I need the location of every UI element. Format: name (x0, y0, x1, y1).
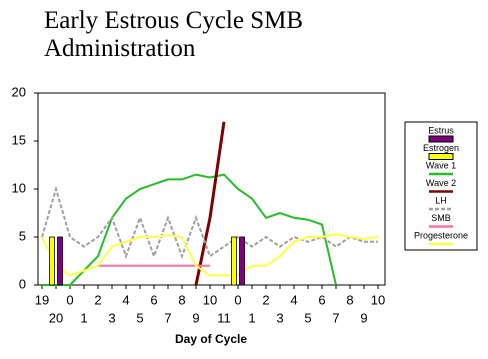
x-tick-label: 3 (108, 310, 115, 325)
x-tick-label: 0 (234, 292, 241, 307)
x-tick-label: 8 (178, 292, 185, 307)
x-tick-label: 5 (136, 310, 143, 325)
x-tick-label: 8 (346, 292, 353, 307)
x-tick-label: 5 (304, 310, 311, 325)
x-tick-label: 10 (203, 292, 217, 307)
bar (49, 236, 55, 286)
x-tick-label: 11 (217, 310, 231, 325)
series-line (41, 185, 378, 260)
legend-label: SMB (431, 213, 451, 223)
x-tick-label: 0 (66, 292, 73, 307)
series-line (194, 121, 226, 286)
y-tick-label: 10 (12, 180, 26, 195)
legend-swatch (428, 135, 454, 143)
x-tick-label: 6 (318, 292, 325, 307)
x-tick-label: 20 (49, 310, 63, 325)
x-tick-label: 7 (332, 310, 339, 325)
x-axis-label: Day of Cycle (175, 332, 247, 346)
x-tick-label: 1 (80, 310, 87, 325)
legend-box (404, 121, 478, 251)
x-tick-label: 3 (276, 310, 283, 325)
x-tick-label: 9 (360, 310, 367, 325)
x-tick-label: 7 (164, 310, 171, 325)
x-tick-label: 10 (371, 292, 385, 307)
legend-label: Estrus (428, 125, 454, 135)
legend-label: Progesterone (414, 230, 468, 240)
x-tick-label: 2 (262, 292, 269, 307)
x-tick-label: 19 (35, 292, 49, 307)
bar (57, 236, 63, 286)
chart-title: Early Estrous Cycle SMB Administration (44, 7, 303, 62)
legend-label: LH (435, 195, 447, 205)
y-tick-label: 15 (12, 132, 26, 147)
legend-swatch (428, 153, 454, 160)
legend-label: Wave 1 (426, 160, 456, 170)
x-tick-label: 9 (192, 310, 199, 325)
x-tick-label: 4 (290, 292, 297, 307)
legend-label: Wave 2 (426, 178, 456, 188)
y-tick-label: 0 (19, 276, 26, 291)
y-tick-label: 20 (12, 84, 26, 99)
bar (231, 236, 237, 286)
x-tick-label: 2 (94, 292, 101, 307)
x-tick-label: 6 (150, 292, 157, 307)
x-tick-label: 1 (248, 310, 255, 325)
bar (239, 236, 245, 286)
legend-label: Estrogen (423, 143, 459, 153)
series-line (42, 173, 337, 286)
series-line (41, 233, 379, 277)
y-tick-label: 5 (19, 228, 26, 243)
x-tick-label: 4 (122, 292, 129, 307)
